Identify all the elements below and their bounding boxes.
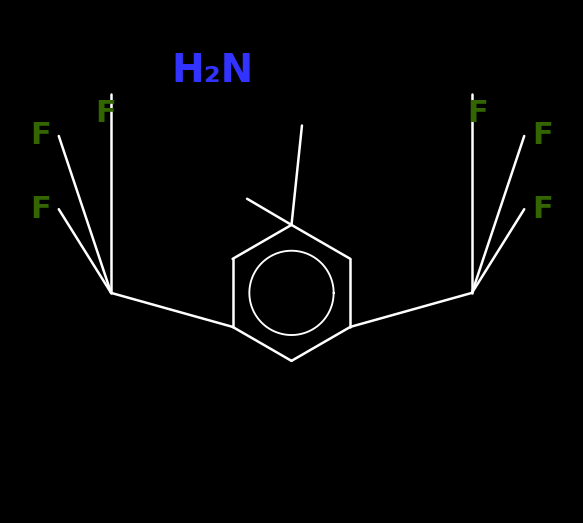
Text: F: F [30, 121, 51, 151]
Text: F: F [96, 99, 116, 128]
Text: F: F [30, 195, 51, 224]
Text: F: F [467, 99, 487, 128]
Text: F: F [532, 121, 553, 151]
Text: F: F [532, 195, 553, 224]
Text: H₂N: H₂N [171, 52, 254, 89]
